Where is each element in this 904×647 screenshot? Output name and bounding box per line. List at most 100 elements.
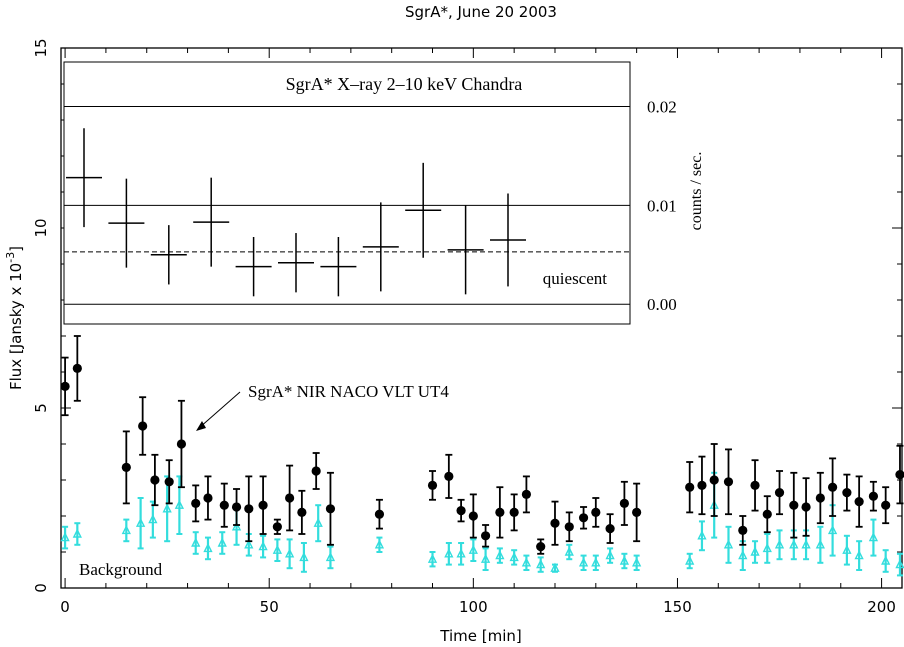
nir-point — [219, 500, 229, 510]
nir-point — [881, 500, 891, 510]
background-point — [605, 550, 615, 560]
inset-y-tick-label: 0.01 — [647, 196, 677, 215]
x-tick-label: 200 — [867, 598, 896, 616]
nir-point — [619, 498, 629, 508]
nir-point — [121, 462, 131, 472]
background-point — [591, 557, 601, 567]
background-point — [272, 544, 283, 554]
nir-point — [815, 493, 825, 503]
background-point — [578, 557, 589, 567]
y-tick-label: 0 — [32, 583, 50, 593]
background-point — [550, 562, 560, 572]
background-point — [72, 528, 82, 538]
quiescent-label: quiescent — [543, 269, 607, 288]
nir-point — [564, 522, 574, 532]
nir-point — [444, 471, 454, 481]
x-axis-label: Time [min] — [439, 627, 521, 645]
background-point — [827, 524, 838, 535]
background-point — [203, 542, 213, 553]
nir-point — [509, 507, 519, 517]
nir-point — [774, 488, 785, 498]
background-point — [244, 539, 254, 549]
nir-point — [868, 491, 879, 501]
nir-point — [723, 477, 734, 487]
y-axis-label-close: ] — [7, 246, 25, 252]
nir-point — [738, 525, 748, 536]
inset-y-axis: 0.00 0.01 0.02 — [647, 97, 677, 314]
nir-point — [285, 493, 295, 503]
background-point — [854, 550, 864, 560]
nir-point — [258, 500, 268, 510]
background-point — [895, 559, 904, 569]
background-point — [258, 541, 268, 551]
nir-point — [605, 524, 615, 534]
nir-point — [468, 511, 478, 521]
background-annotation: Background — [79, 560, 163, 579]
inset-series-xray — [66, 128, 526, 297]
inset-y-axis-label: counts / sec. — [688, 152, 705, 231]
background-point — [750, 546, 760, 556]
nir-point — [895, 470, 904, 480]
nir-point — [685, 482, 695, 492]
inset-y-tick-label: 0.02 — [647, 97, 677, 116]
nir-point — [521, 489, 532, 499]
background-point — [162, 503, 172, 513]
series-nir — [60, 335, 904, 555]
background-point — [444, 548, 454, 558]
nir-point — [150, 475, 160, 485]
background-point — [619, 555, 630, 565]
y-tick-label: 10 — [32, 218, 50, 237]
y-axis-label-base: Flux [Jansky x 10 — [7, 263, 25, 390]
background-point — [738, 550, 748, 560]
background-point — [564, 546, 574, 556]
nir-point — [842, 488, 852, 498]
nir-point — [750, 480, 760, 490]
y-tick-label: 5 — [32, 403, 50, 413]
background-point — [121, 524, 131, 535]
background-point — [148, 514, 158, 524]
y-tick-label: 15 — [32, 38, 50, 57]
inset-title: SgrA* X–ray 2–10 keV Chandra — [286, 74, 523, 94]
background-point — [723, 539, 734, 549]
background-point — [801, 539, 811, 549]
nir-annotation: SgrA* NIR NACO VLT UT4 — [248, 382, 449, 401]
background-point — [697, 530, 707, 540]
nir-point — [311, 466, 321, 476]
nir-point — [456, 506, 466, 516]
nir-point — [244, 504, 254, 514]
nir-point — [827, 482, 838, 492]
plot-frame — [60, 47, 903, 589]
nir-point — [272, 522, 282, 532]
background-point — [521, 557, 532, 567]
y-axis: 0 5 10 15 — [32, 38, 902, 593]
background-point — [325, 551, 336, 562]
nir-point — [427, 480, 438, 490]
nir-point — [709, 475, 719, 485]
background-point — [60, 532, 70, 542]
nir-point — [176, 439, 187, 449]
nir-point — [325, 504, 336, 514]
nir-point — [801, 502, 811, 512]
background-point — [632, 557, 642, 567]
series-background — [60, 471, 904, 577]
background-point — [217, 537, 227, 547]
chart-title: SgrA*, June 20 2003 — [405, 3, 557, 21]
background-point — [815, 539, 825, 549]
background-point — [468, 544, 478, 554]
background-point — [789, 539, 799, 549]
x-tick-label: 0 — [60, 598, 70, 616]
background-point — [427, 553, 438, 563]
background-point — [774, 539, 785, 549]
background-point — [135, 517, 146, 527]
nir-point — [297, 507, 307, 517]
nir-point — [550, 518, 560, 528]
nir-point — [72, 363, 82, 373]
background-point — [174, 499, 185, 509]
nir-point — [203, 493, 213, 503]
background-point — [231, 521, 242, 531]
nir-point — [789, 500, 799, 510]
nir-annotation-arrowhead — [196, 421, 206, 431]
background-point — [842, 544, 852, 554]
background-point — [456, 548, 466, 558]
inset-gridlines — [64, 105, 630, 305]
